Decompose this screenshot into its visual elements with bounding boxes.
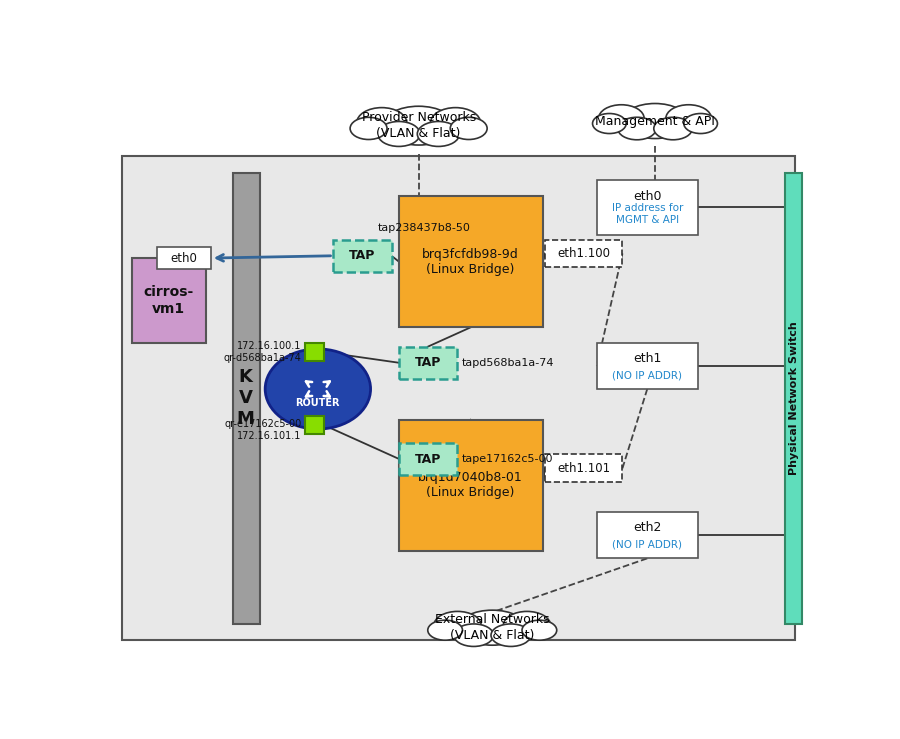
Text: Physical Network Switch: Physical Network Switch (788, 321, 798, 475)
Ellipse shape (684, 114, 717, 134)
Text: Provider Networks
(VLAN & Flat): Provider Networks (VLAN & Flat) (362, 111, 476, 140)
Text: eth2: eth2 (633, 521, 662, 534)
Ellipse shape (622, 103, 688, 138)
Text: eth1.100: eth1.100 (557, 247, 610, 260)
Ellipse shape (430, 108, 481, 138)
Bar (305, 343, 324, 361)
Bar (597, 343, 698, 389)
Bar (785, 174, 802, 624)
Ellipse shape (434, 611, 482, 639)
Bar (132, 258, 205, 343)
Text: ROUTER: ROUTER (295, 398, 340, 408)
Ellipse shape (458, 610, 526, 645)
Text: brq3fcfdb98-9d
(Linux Bridge): brq3fcfdb98-9d (Linux Bridge) (422, 248, 519, 276)
Bar (597, 512, 698, 559)
Ellipse shape (382, 106, 454, 145)
Bar (400, 197, 543, 327)
Text: eth1: eth1 (633, 352, 662, 364)
Bar (333, 239, 392, 272)
Text: 172.16.100.1
qr-d568ba1a-74: 172.16.100.1 qr-d568ba1a-74 (224, 341, 302, 363)
Ellipse shape (356, 108, 407, 138)
Ellipse shape (418, 121, 460, 146)
Ellipse shape (617, 118, 656, 140)
Text: (NO IP ADDR): (NO IP ADDR) (612, 370, 682, 380)
Bar (400, 443, 457, 475)
Text: qr-e17162c5-00
172.16.101.1: qr-e17162c5-00 172.16.101.1 (224, 419, 302, 440)
Ellipse shape (653, 118, 692, 140)
Bar (122, 157, 795, 640)
Ellipse shape (378, 121, 420, 146)
Ellipse shape (350, 118, 387, 140)
Text: cirros-
vm1: cirros- vm1 (143, 285, 194, 316)
Bar (157, 248, 211, 269)
Text: eth0: eth0 (633, 190, 662, 203)
Bar (400, 347, 457, 379)
Ellipse shape (503, 611, 551, 639)
Bar (305, 416, 324, 435)
Text: tapd568ba1a-74: tapd568ba1a-74 (461, 358, 554, 368)
Text: eth1.101: eth1.101 (557, 462, 610, 474)
Bar (400, 420, 543, 551)
Bar (597, 180, 698, 235)
Bar (545, 239, 623, 268)
Text: TAP: TAP (415, 356, 441, 370)
Ellipse shape (522, 620, 557, 640)
Text: Management & API: Management & API (595, 115, 715, 128)
Text: eth0: eth0 (170, 251, 197, 265)
Text: (NO IP ADDR): (NO IP ADDR) (612, 539, 682, 550)
Ellipse shape (666, 105, 712, 132)
Ellipse shape (266, 349, 371, 429)
Bar (232, 174, 260, 624)
Ellipse shape (491, 624, 531, 647)
Ellipse shape (592, 114, 626, 134)
Ellipse shape (598, 105, 644, 132)
Text: IP address for
MGMT & API: IP address for MGMT & API (612, 203, 683, 225)
Ellipse shape (428, 620, 463, 640)
Text: External Networks
(VLAN & Flat): External Networks (VLAN & Flat) (435, 613, 550, 642)
Ellipse shape (450, 118, 487, 140)
Text: tap238437b8-50: tap238437b8-50 (378, 223, 471, 234)
Text: tape17162c5-00: tape17162c5-00 (461, 454, 553, 464)
Text: TAP: TAP (415, 452, 441, 466)
Bar (545, 454, 623, 482)
Text: brq1d7040b8-01
(Linux Bridge): brq1d7040b8-01 (Linux Bridge) (418, 471, 523, 500)
Text: K
V
M: K V M (237, 369, 255, 428)
Ellipse shape (454, 624, 493, 647)
Text: TAP: TAP (349, 249, 375, 262)
